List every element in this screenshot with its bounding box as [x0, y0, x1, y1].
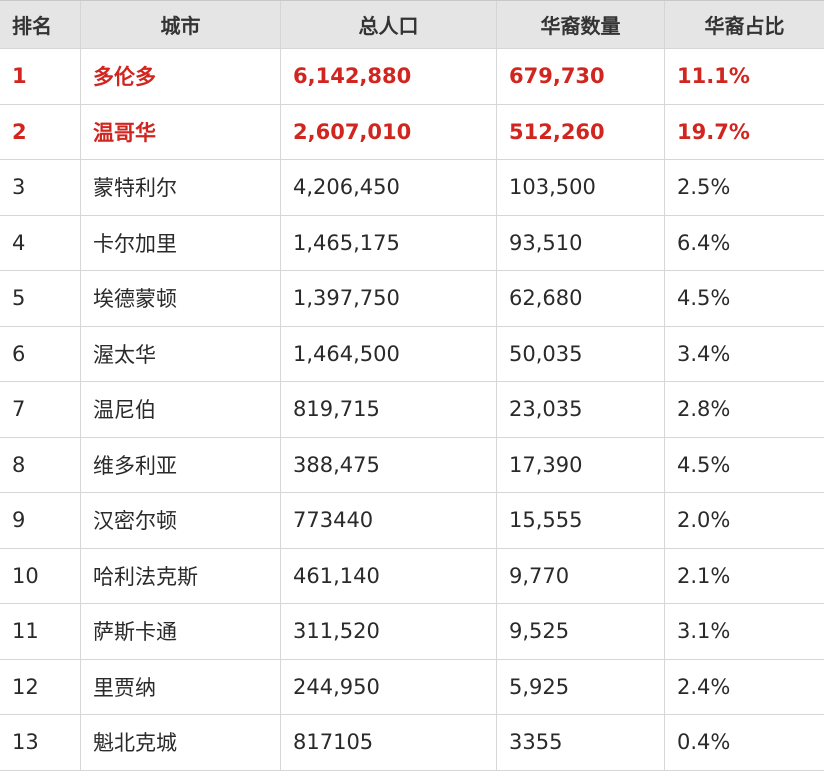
cell-population: 773440 — [281, 493, 497, 549]
cell-city: 温哥华 — [81, 104, 281, 160]
cell-city: 渥太华 — [81, 326, 281, 382]
cell-population: 2,607,010 — [281, 104, 497, 160]
cell-population: 311,520 — [281, 604, 497, 660]
cell-rank: 10 — [0, 548, 81, 604]
cell-rank: 7 — [0, 382, 81, 438]
cell-rank: 8 — [0, 437, 81, 493]
cell-rank: 1 — [0, 49, 81, 105]
cell-chinese-ratio: 19.7% — [665, 105, 824, 160]
cell-rank: 11 — [0, 604, 81, 660]
cell-rank: 5 — [0, 271, 81, 327]
cell-chinese-ratio: 4.5% — [665, 271, 824, 327]
cell-chinese-population: 15,555 — [497, 493, 665, 549]
cell-chinese-population: 679,730 — [497, 49, 665, 105]
cell-rank: 4 — [0, 215, 81, 271]
cell-population: 388,475 — [281, 437, 497, 493]
cell-city: 埃德蒙顿 — [81, 271, 281, 327]
cell-population: 1,397,750 — [281, 271, 497, 327]
cell-chinese-ratio: 0.4% — [665, 715, 824, 771]
cell-chinese-ratio: 2.4% — [665, 660, 824, 715]
cell-chinese-population: 93,510 — [497, 215, 665, 271]
cell-city: 里贾纳 — [81, 659, 281, 715]
cell-city: 维多利亚 — [81, 437, 281, 493]
cell-chinese-population: 62,680 — [497, 271, 665, 327]
cell-chinese-ratio: 2.5% — [665, 160, 824, 216]
cell-city: 温尼伯 — [81, 382, 281, 438]
cell-chinese-population: 9,525 — [497, 604, 665, 660]
cell-population: 244,950 — [281, 659, 497, 715]
cell-chinese-population: 512,260 — [497, 104, 665, 160]
cell-chinese-ratio: 2.1% — [665, 549, 824, 604]
cell-rank: 3 — [0, 160, 81, 216]
header-city: 城市 — [81, 1, 281, 49]
cell-chinese-ratio: 3.1% — [665, 604, 824, 660]
cell-city: 蒙特利尔 — [81, 160, 281, 216]
cell-city: 汉密尔顿 — [81, 493, 281, 549]
cell-chinese-ratio: 11.1% — [665, 49, 824, 105]
cell-rank: 12 — [0, 659, 81, 715]
header-population: 总人口 — [281, 1, 497, 49]
header-rank: 排名 — [0, 1, 81, 49]
cell-population: 6,142,880 — [281, 49, 497, 105]
cell-city: 魁北克城 — [81, 715, 281, 771]
cell-chinese-population: 23,035 — [497, 382, 665, 438]
cell-rank: 6 — [0, 326, 81, 382]
cell-rank: 2 — [0, 104, 81, 160]
cell-city: 萨斯卡通 — [81, 604, 281, 660]
cell-population: 1,465,175 — [281, 215, 497, 271]
cell-city: 哈利法克斯 — [81, 548, 281, 604]
cell-population: 817105 — [281, 715, 497, 771]
cell-population: 819,715 — [281, 382, 497, 438]
cell-chinese-population: 5,925 — [497, 659, 665, 715]
cell-population: 1,464,500 — [281, 326, 497, 382]
cell-chinese-ratio: 6.4% — [665, 216, 824, 271]
cell-chinese-population: 103,500 — [497, 160, 665, 216]
cell-rank: 9 — [0, 493, 81, 549]
cell-chinese-ratio: 2.0% — [665, 493, 824, 549]
cell-population: 4,206,450 — [281, 160, 497, 216]
header-chinese-population: 华裔数量 — [497, 1, 665, 49]
cell-chinese-ratio: 4.5% — [665, 438, 824, 493]
cell-city: 卡尔加里 — [81, 215, 281, 271]
cell-chinese-ratio: 3.4% — [665, 327, 824, 382]
cell-city: 多伦多 — [81, 49, 281, 105]
cell-chinese-ratio: 2.8% — [665, 382, 824, 438]
cell-chinese-population: 17,390 — [497, 437, 665, 493]
cell-population: 461,140 — [281, 548, 497, 604]
header-chinese-ratio: 华裔占比 — [665, 1, 824, 49]
cell-chinese-population: 50,035 — [497, 326, 665, 382]
cell-rank: 13 — [0, 715, 81, 771]
cell-chinese-population: 9,770 — [497, 548, 665, 604]
cell-chinese-population: 3355 — [497, 715, 665, 771]
